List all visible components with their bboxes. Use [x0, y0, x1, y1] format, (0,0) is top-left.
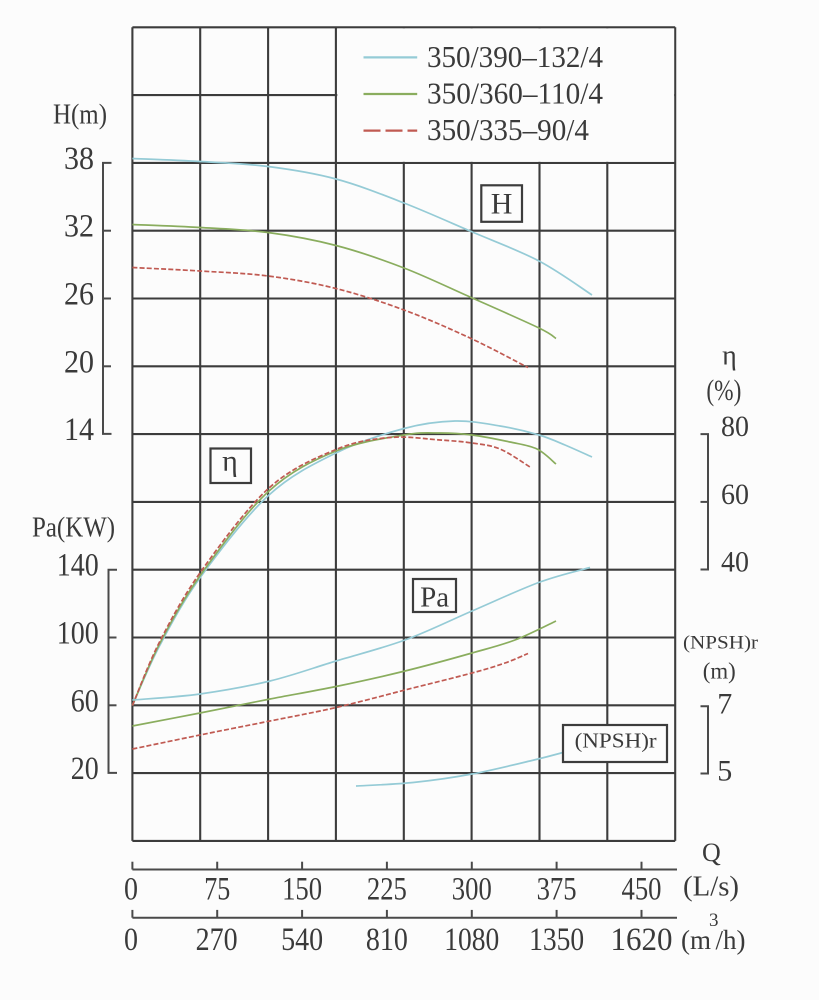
svg-text:(NPSH)r: (NPSH)r	[575, 729, 657, 753]
svg-text:(m3/h): (m3/h)	[681, 910, 746, 955]
svg-text:32: 32	[64, 209, 94, 245]
svg-text:1080: 1080	[444, 922, 499, 958]
svg-text:375: 375	[537, 872, 577, 908]
svg-text:300: 300	[452, 872, 492, 908]
svg-text:14: 14	[64, 412, 94, 448]
svg-text:(L/s): (L/s)	[683, 871, 739, 903]
svg-text:60: 60	[721, 478, 749, 511]
svg-text:η: η	[222, 445, 238, 478]
svg-text:η: η	[722, 341, 737, 372]
svg-text:20: 20	[64, 344, 94, 380]
svg-text:7: 7	[717, 688, 732, 721]
svg-text:20: 20	[71, 751, 99, 787]
svg-text:60: 60	[71, 683, 99, 719]
svg-text:38: 38	[64, 141, 94, 177]
svg-text:H(m): H(m)	[53, 100, 107, 131]
svg-text:350/390–132/4: 350/390–132/4	[427, 39, 603, 74]
svg-text:350/335–90/4: 350/335–90/4	[427, 112, 589, 147]
svg-text:140: 140	[57, 548, 99, 584]
svg-text:1620: 1620	[611, 922, 673, 958]
svg-text:350/360–110/4: 350/360–110/4	[427, 76, 603, 111]
svg-text:450: 450	[622, 872, 662, 908]
svg-text:0: 0	[124, 872, 138, 908]
svg-text:810: 810	[366, 922, 408, 958]
svg-text:Q: Q	[702, 838, 721, 867]
svg-text:540: 540	[281, 922, 323, 958]
svg-text:75: 75	[204, 872, 230, 908]
svg-text:80: 80	[721, 410, 749, 443]
svg-text:100: 100	[57, 616, 99, 652]
svg-text:150: 150	[282, 872, 322, 908]
svg-text:Pa(KW): Pa(KW)	[32, 513, 115, 544]
svg-text:(NPSH)r: (NPSH)r	[683, 633, 759, 654]
svg-text:H: H	[491, 188, 513, 221]
svg-text:(%): (%)	[706, 374, 741, 407]
svg-text:225: 225	[367, 872, 407, 908]
svg-text:5: 5	[717, 755, 732, 788]
svg-text:270: 270	[196, 922, 238, 958]
svg-text:(m): (m)	[703, 659, 736, 684]
svg-text:26: 26	[64, 277, 94, 313]
svg-text:40: 40	[721, 546, 749, 579]
svg-text:Pa: Pa	[420, 582, 449, 614]
svg-text:1350: 1350	[529, 922, 584, 958]
svg-text:0: 0	[124, 922, 138, 958]
